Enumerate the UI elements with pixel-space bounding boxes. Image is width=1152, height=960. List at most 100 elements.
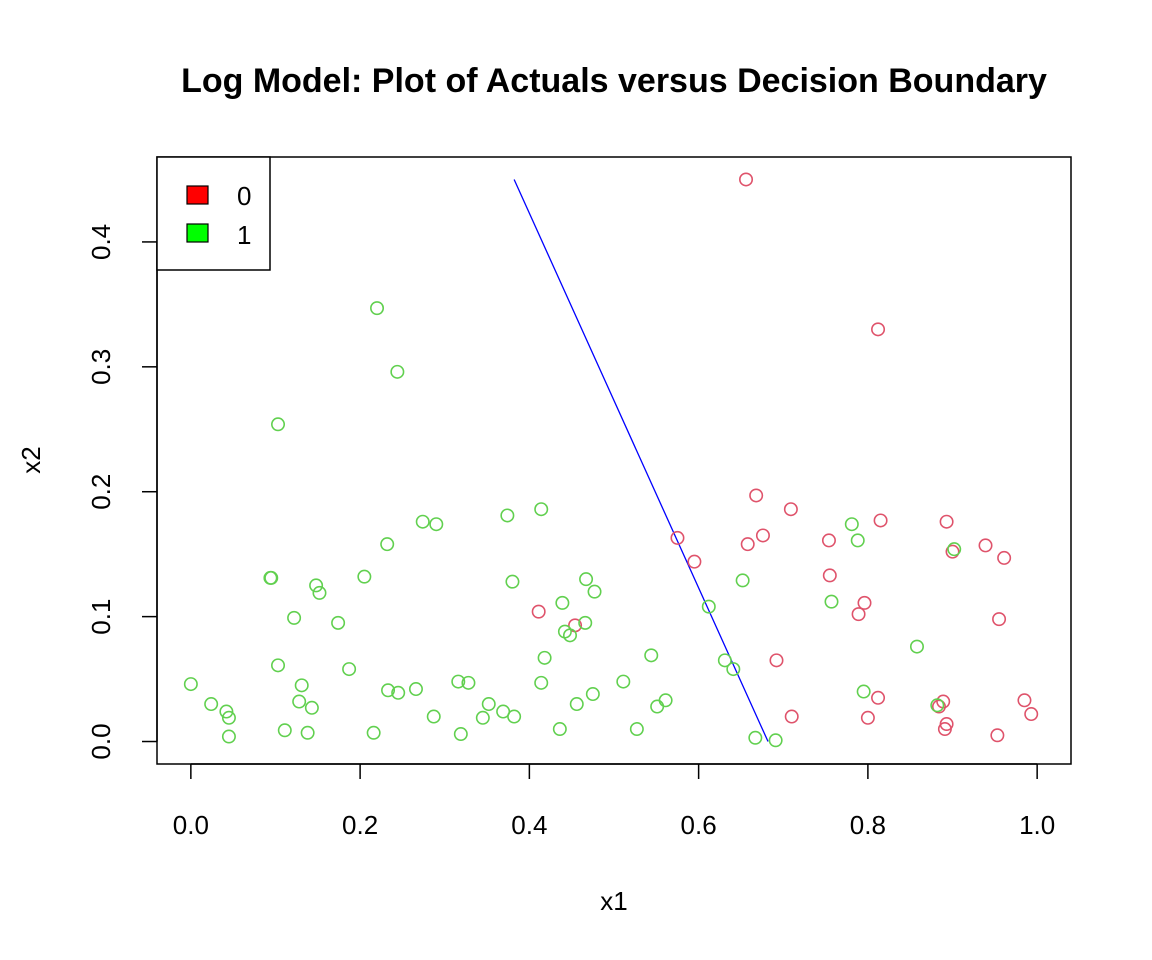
point-class-1 bbox=[342, 662, 357, 677]
point-class-1 bbox=[219, 704, 234, 719]
point-class-1 bbox=[505, 574, 520, 589]
point-class-0 bbox=[687, 554, 702, 569]
point-class-0 bbox=[769, 653, 784, 668]
point-class-1 bbox=[534, 675, 549, 690]
point-class-1 bbox=[748, 730, 763, 745]
point-class-1 bbox=[768, 733, 783, 748]
point-class-1 bbox=[701, 599, 716, 614]
y-tick-label: 0.4 bbox=[86, 224, 116, 260]
point-class-0 bbox=[851, 607, 866, 622]
point-class-1 bbox=[856, 684, 871, 699]
point-class-1 bbox=[292, 694, 307, 709]
point-class-0 bbox=[1017, 693, 1032, 708]
y-tick-label: 0.2 bbox=[86, 474, 116, 510]
point-class-0 bbox=[990, 728, 1005, 743]
point-class-1 bbox=[221, 710, 236, 725]
point-class-1 bbox=[824, 594, 839, 609]
point-class-1 bbox=[507, 709, 522, 724]
point-class-1 bbox=[587, 584, 602, 599]
point-class-1 bbox=[287, 610, 302, 625]
point-class-1 bbox=[735, 573, 750, 588]
x-tick-label: 0.4 bbox=[511, 810, 547, 840]
point-class-1 bbox=[264, 570, 279, 585]
point-class-1 bbox=[475, 710, 490, 725]
point-class-0 bbox=[871, 690, 886, 705]
y-tick-label: 0.3 bbox=[86, 349, 116, 385]
x-tick-label: 0.8 bbox=[850, 810, 886, 840]
point-class-0 bbox=[997, 550, 1012, 565]
point-class-0 bbox=[1024, 707, 1039, 722]
point-class-1 bbox=[204, 697, 219, 712]
point-class-1 bbox=[304, 700, 319, 715]
point-class-1 bbox=[481, 697, 496, 712]
point-class-1 bbox=[331, 615, 346, 630]
point-class-1 bbox=[381, 683, 396, 698]
legend-label-0: 0 bbox=[237, 181, 251, 211]
point-class-0 bbox=[531, 604, 546, 619]
x-tick-label: 0.6 bbox=[681, 810, 717, 840]
point-class-1 bbox=[390, 364, 405, 379]
point-class-1 bbox=[850, 533, 865, 548]
point-class-1 bbox=[408, 682, 423, 697]
point-class-0 bbox=[945, 544, 960, 559]
point-class-1 bbox=[357, 569, 372, 584]
point-class-1 bbox=[579, 572, 594, 587]
point-class-0 bbox=[749, 488, 764, 503]
point-class-1 bbox=[391, 685, 406, 700]
point-class-1 bbox=[629, 722, 644, 737]
point-class-1 bbox=[562, 628, 577, 643]
y-axis: 0.0 0.1 0.2 0.3 0.4 bbox=[86, 224, 158, 760]
point-class-1 bbox=[294, 678, 309, 693]
point-class-1 bbox=[426, 709, 441, 724]
point-class-1 bbox=[312, 585, 327, 600]
point-class-0 bbox=[670, 530, 685, 545]
point-class-1 bbox=[726, 662, 741, 677]
point-class-1 bbox=[429, 517, 444, 532]
point-class-0 bbox=[739, 172, 754, 187]
point-class-0 bbox=[857, 595, 872, 610]
point-class-1 bbox=[300, 725, 315, 740]
point-class-1 bbox=[221, 729, 236, 744]
point-class-0 bbox=[784, 709, 799, 724]
point-class-1 bbox=[453, 727, 468, 742]
point-class-0 bbox=[871, 322, 886, 337]
point-class-1 bbox=[555, 595, 570, 610]
x-axis: 0.0 0.2 0.4 0.6 0.8 1.0 bbox=[173, 763, 1055, 840]
plot-area bbox=[156, 156, 1072, 765]
point-class-1 bbox=[415, 514, 430, 529]
point-class-1 bbox=[500, 508, 515, 523]
x-axis-label: x1 bbox=[600, 886, 627, 916]
point-class-1 bbox=[909, 639, 924, 654]
point-class-0 bbox=[740, 537, 755, 552]
point-class-0 bbox=[755, 528, 770, 543]
point-class-1 bbox=[309, 578, 324, 593]
point-class-1 bbox=[930, 698, 945, 713]
point-class-1 bbox=[380, 537, 395, 552]
y-axis-label: x2 bbox=[16, 446, 46, 473]
point-class-0 bbox=[821, 533, 836, 548]
point-class-1 bbox=[271, 417, 286, 432]
point-class-1 bbox=[717, 653, 732, 668]
point-class-0 bbox=[822, 568, 837, 583]
point-class-1 bbox=[271, 658, 286, 673]
data-points bbox=[183, 172, 1039, 748]
legend-box bbox=[156, 156, 271, 271]
point-class-1 bbox=[461, 675, 476, 690]
point-class-0 bbox=[937, 722, 952, 737]
point-class-0 bbox=[931, 699, 946, 714]
x-tick-label: 0.0 bbox=[173, 810, 209, 840]
point-class-1 bbox=[569, 697, 584, 712]
point-class-1 bbox=[537, 650, 552, 665]
point-class-0 bbox=[860, 710, 875, 725]
point-class-1 bbox=[370, 301, 385, 316]
point-class-1 bbox=[578, 615, 593, 630]
point-class-0 bbox=[992, 612, 1007, 627]
y-tick-label: 0.0 bbox=[86, 723, 116, 759]
point-class-1 bbox=[616, 674, 631, 689]
decision-boundary-line bbox=[513, 179, 769, 742]
point-class-1 bbox=[534, 502, 549, 517]
point-class-1 bbox=[644, 648, 659, 663]
legend-label-1: 1 bbox=[237, 220, 251, 250]
point-class-0 bbox=[873, 513, 888, 528]
